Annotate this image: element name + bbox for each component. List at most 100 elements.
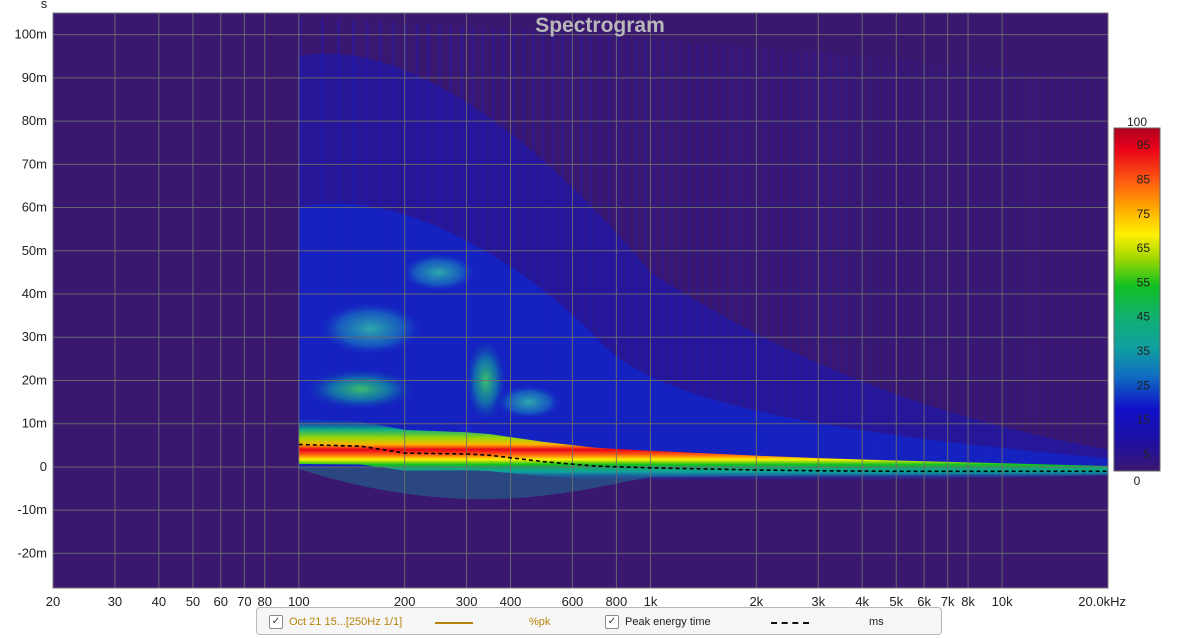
heat-streak <box>1005 68 1009 459</box>
y-tick-label: -10m <box>17 502 47 517</box>
series1-unit: %pk <box>529 616 551 628</box>
heat-streak <box>998 68 1002 459</box>
plot-frame <box>52 12 1109 589</box>
x-tick-label: 40 <box>152 594 166 609</box>
heat-blob <box>300 367 421 412</box>
x-tick-label: 200 <box>394 594 416 609</box>
colorbar-tick-label: 25 <box>1137 378 1151 392</box>
heat-streak <box>907 60 911 459</box>
y-tick-label: 50m <box>22 243 47 258</box>
colorbar-tick-label: 65 <box>1137 241 1151 255</box>
colorbar-tick-label: 55 <box>1137 275 1151 289</box>
heat-streak <box>937 62 941 459</box>
y-tick-label: 100m <box>14 27 47 42</box>
x-tick-label: 1k <box>644 594 658 609</box>
heat-streak <box>899 59 903 459</box>
heat-streak <box>788 50 792 459</box>
heat-streak <box>1042 72 1046 459</box>
heat-streak <box>828 53 832 459</box>
spectrogram-heatmap <box>298 18 1108 500</box>
heat-streak <box>1027 70 1031 459</box>
heat-streak <box>643 38 647 459</box>
series2-unit: ms <box>869 616 884 628</box>
x-axis-ticks: 20 30 40 50 60 70 80 100 200 300 400 600 800 1k 2k 3k 4k… <box>46 594 1126 609</box>
heat-streak <box>975 66 979 459</box>
heat-streak <box>730 45 734 459</box>
y-tick-label: 30m <box>22 329 47 344</box>
legend-bar: ✓ Oct 21 15...[250Hz 1/1] %pk ✓ Peak ene… <box>256 607 942 635</box>
heat-streak <box>930 62 934 459</box>
x-tick-label: 80 <box>257 594 271 609</box>
x-tick-label: 3k <box>811 594 825 609</box>
x-tick-label: 7k <box>941 594 955 609</box>
y-tick-label: 20m <box>22 372 47 387</box>
plot-area: Spectrogram <box>52 12 1109 589</box>
heat-streak <box>891 58 895 459</box>
x-tick-label: 10k <box>992 594 1013 609</box>
heat-streak <box>763 48 767 459</box>
heat-streak <box>1064 74 1068 459</box>
y-axis-ticks: 100m 90m 80m 70m 60m 50m 40m 30m 20m 10m 0 -10m -20m <box>14 27 47 561</box>
series2-swatch <box>771 622 809 624</box>
heat-streak <box>746 46 750 459</box>
heat-streak <box>953 64 957 459</box>
heat-streak <box>820 52 824 459</box>
colorbar-tick-label: 75 <box>1137 207 1151 221</box>
heat-streak <box>945 63 949 459</box>
heat-pre-response <box>298 466 1108 500</box>
heat-streak <box>738 46 742 459</box>
chart-title: Spectrogram <box>535 14 665 37</box>
heat-streak <box>678 41 682 459</box>
x-tick-label: 8k <box>961 594 975 609</box>
heat-streak <box>883 58 887 459</box>
heat-blob <box>398 252 479 293</box>
x-tick-label: 20 <box>46 594 60 609</box>
heat-streak <box>812 52 816 459</box>
heat-streak <box>990 67 994 459</box>
heat-streak <box>721 44 725 459</box>
y-tick-label: 60m <box>22 200 47 215</box>
heat-streak <box>983 66 987 459</box>
color-scale-bar: 100 0 95 85 75 65 55 45 35 25 15 5 <box>1113 115 1161 488</box>
heat-blob <box>493 384 564 421</box>
x-tick-label: 50 <box>186 594 200 609</box>
heat-streak <box>1020 70 1024 459</box>
x-tick-label: 100 <box>288 594 310 609</box>
heat-streak <box>1100 77 1104 459</box>
y-tick-label: 0 <box>40 459 47 474</box>
x-tick-label: 20.0kHz <box>1078 594 1126 609</box>
heat-streak <box>661 40 665 459</box>
colorbar-tick-label: 15 <box>1137 413 1151 427</box>
x-tick-label: 800 <box>606 594 628 609</box>
heat-streak <box>1086 76 1090 459</box>
x-tick-label: 300 <box>456 594 478 609</box>
colorbar-gradient <box>1113 127 1161 472</box>
x-tick-label: 2k <box>749 594 763 609</box>
heat-blob <box>315 300 426 357</box>
y-tick-label: 90m <box>22 70 47 85</box>
heat-streak <box>1013 69 1017 459</box>
y-tick-label: 70m <box>22 156 47 171</box>
heat-streak <box>1071 74 1075 459</box>
heat-streak <box>713 44 717 459</box>
heat-streak <box>1057 73 1061 459</box>
y-tick-label: -20m <box>17 545 47 560</box>
series1-label[interactable]: Oct 21 15...[250Hz 1/1] <box>289 616 403 628</box>
x-tick-label: 6k <box>917 594 931 609</box>
heat-streak <box>804 51 808 459</box>
heat-streak <box>670 40 674 459</box>
heat-streak <box>876 57 880 459</box>
colorbar-top-label: 100 <box>1127 115 1147 129</box>
heat-streak <box>780 49 784 459</box>
peak-energy-time-line <box>298 443 1108 473</box>
heat-streak <box>1079 75 1083 459</box>
heat-streak <box>868 56 872 459</box>
heat-streak <box>844 54 848 459</box>
x-tick-label: 600 <box>562 594 584 609</box>
series2-label[interactable]: Peak energy time <box>625 616 711 628</box>
x-tick-label: 400 <box>500 594 522 609</box>
y-tick-label: 80m <box>22 113 47 128</box>
series1-checkbox[interactable]: ✓ <box>269 615 283 629</box>
heat-streak <box>1049 72 1053 459</box>
series2-checkbox[interactable]: ✓ <box>605 615 619 629</box>
